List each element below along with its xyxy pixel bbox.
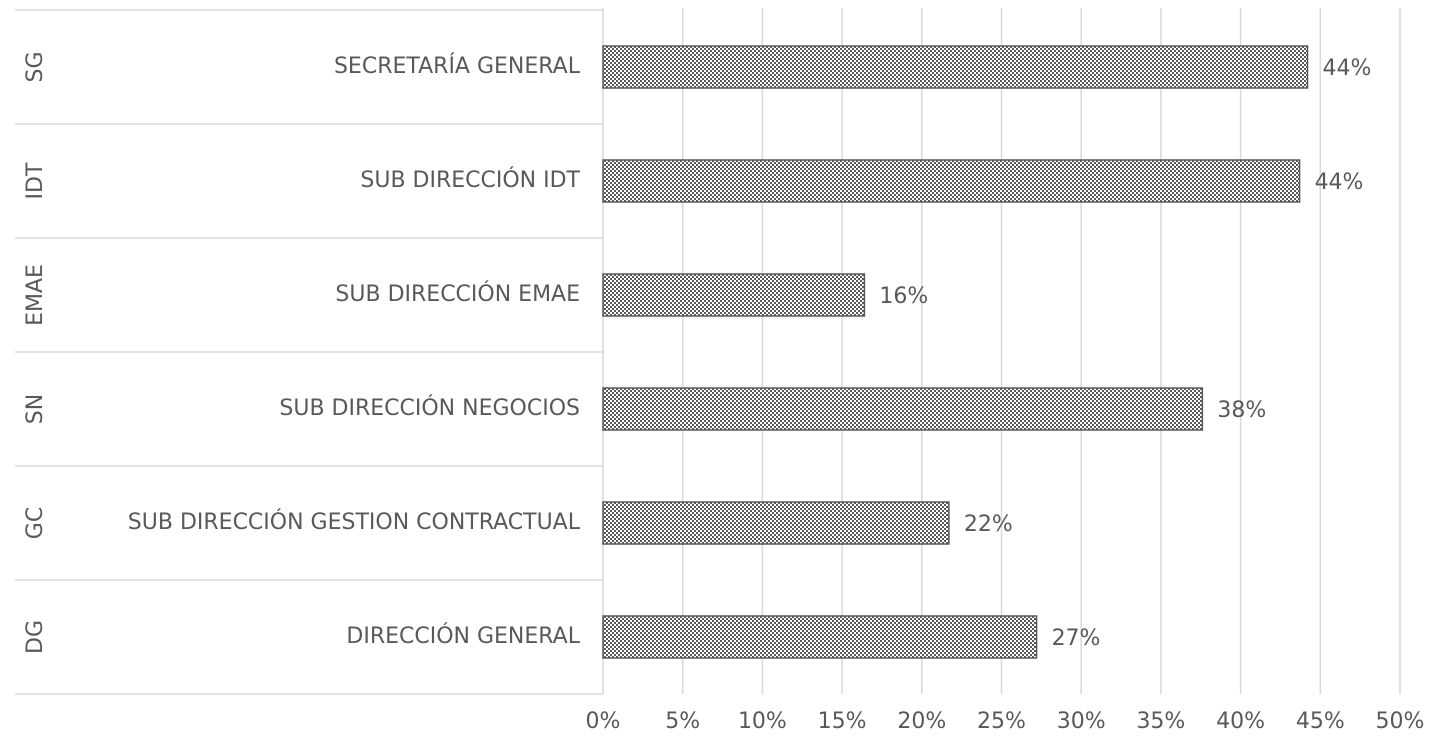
value-label: 38%	[1217, 398, 1266, 423]
value-label: 44%	[1315, 170, 1364, 195]
x-tick-label: 20%	[897, 709, 946, 734]
group-label: IDT	[23, 162, 48, 199]
bar	[602, 615, 1038, 659]
x-tick-label: 30%	[1057, 709, 1106, 734]
bar	[602, 501, 950, 545]
category-label: SUB DIRECCIÓN EMAE	[335, 281, 580, 307]
bar	[602, 387, 1204, 431]
x-tick-label: 25%	[977, 709, 1026, 734]
category-label: SUB DIRECCIÓN NEGOCIOS	[279, 395, 580, 421]
x-tick-label: 5%	[665, 709, 700, 734]
category-label: SUB DIRECCIÓN IDT	[360, 167, 580, 193]
group-label: DG	[23, 620, 48, 654]
value-label: 44%	[1323, 56, 1372, 81]
group-label: EMAE	[23, 264, 48, 326]
x-tick-label: 45%	[1296, 709, 1345, 734]
category-label: SUB DIRECCIÓN GESTION CONTRACTUAL	[128, 509, 581, 535]
bar	[602, 159, 1301, 203]
value-label: 16%	[879, 284, 928, 309]
group-label: GC	[23, 507, 48, 539]
x-tick-label: 15%	[818, 709, 867, 734]
bar	[602, 45, 1309, 89]
category-label: DIRECCIÓN GENERAL	[346, 623, 580, 649]
group-label: SG	[23, 51, 48, 82]
value-label: 27%	[1052, 626, 1101, 651]
x-tick-label: 35%	[1136, 709, 1185, 734]
x-tick-label: 0%	[586, 709, 621, 734]
group-label: SN	[23, 394, 48, 424]
x-tick-label: 40%	[1216, 709, 1265, 734]
category-label: SECRETARÍA GENERAL	[334, 53, 581, 79]
x-tick-label: 10%	[738, 709, 787, 734]
bar	[602, 273, 866, 317]
x-tick-label: 50%	[1376, 709, 1425, 734]
value-label: 22%	[964, 512, 1013, 537]
